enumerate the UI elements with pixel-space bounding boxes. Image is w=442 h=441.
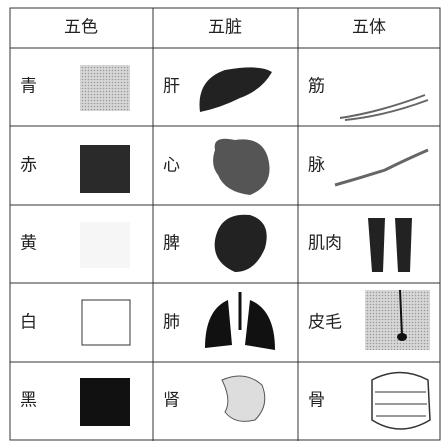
muscle-icon xyxy=(368,218,412,272)
header-cell: 五体 xyxy=(352,18,386,38)
swatch xyxy=(80,222,130,268)
table-cell: 赤 xyxy=(20,156,37,176)
lungs-icon xyxy=(205,300,275,350)
heart-icon xyxy=(213,138,270,195)
table-cell: 青 xyxy=(20,77,37,97)
header-cell: 五色 xyxy=(64,18,98,38)
tendon-icon xyxy=(339,94,429,121)
table-cell: 肾 xyxy=(163,391,180,411)
table-cell: 白 xyxy=(20,313,37,333)
skin-icon xyxy=(365,290,430,350)
swatch xyxy=(80,145,130,193)
table-cell: 黄 xyxy=(20,234,37,254)
kidney-icon xyxy=(221,375,266,422)
table-cell: 肌肉 xyxy=(308,234,342,254)
vessel-icon xyxy=(334,148,429,187)
table-cell: 黑 xyxy=(20,391,37,411)
table-cell: 脾 xyxy=(163,234,180,254)
spleen-icon xyxy=(214,214,267,272)
table-cell: 肺 xyxy=(163,313,180,333)
ribcage-icon xyxy=(371,371,431,430)
table-grid xyxy=(9,7,441,441)
header-cell: 五脏 xyxy=(208,18,242,38)
table-cell: 皮毛 xyxy=(308,313,342,333)
table-cell: 骨 xyxy=(308,391,325,411)
table-cell: 脉 xyxy=(308,156,325,176)
table-cell: 心 xyxy=(163,156,180,176)
table-cell: 肝 xyxy=(163,77,180,97)
swatch xyxy=(80,378,130,426)
liver-icon xyxy=(199,67,272,112)
swatch xyxy=(81,299,131,346)
swatch xyxy=(80,65,130,111)
table-cell: 筋 xyxy=(308,77,325,97)
